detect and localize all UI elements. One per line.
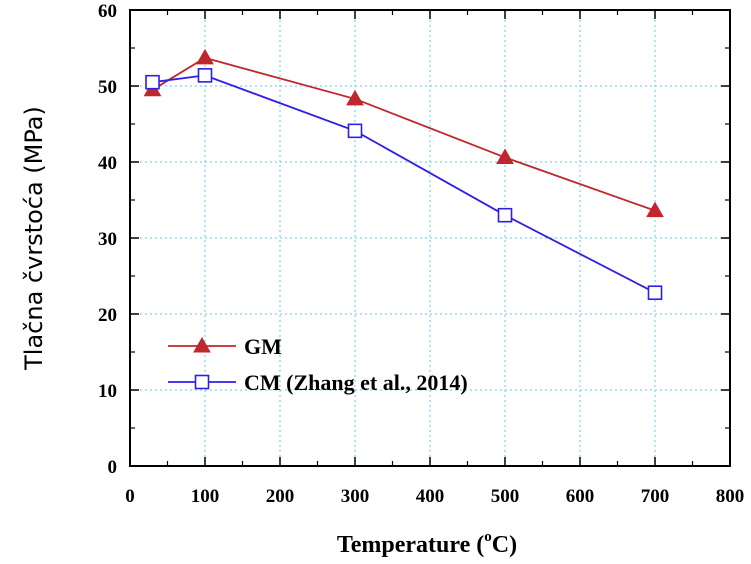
axis-ticks: 0 100 200 300 400 500 600 700 800 0 10 20 30 40 50 60 [98, 1, 744, 507]
x-tick-label: 300 [341, 486, 370, 507]
data-point-triangle [196, 48, 214, 65]
x-axis-title: Temperature (oC) [337, 529, 517, 558]
legend-label: GM [244, 334, 282, 359]
x-tick-label: 500 [491, 486, 520, 507]
legend-marker-square [194, 374, 210, 390]
y-tick-label: 50 [98, 77, 117, 98]
x-tick-label: 600 [566, 486, 595, 507]
legend-item: GM [168, 334, 282, 359]
x-tick-label: 700 [641, 486, 670, 507]
y-tick-label: 20 [98, 305, 117, 326]
series-1 [143, 48, 664, 218]
data-point-triangle [496, 148, 514, 164]
grid-lines [130, 10, 730, 466]
legend-marker-triangle [193, 336, 211, 353]
data-point-square [347, 123, 363, 139]
series-group [143, 48, 664, 301]
x-axis-title-degree: o [484, 529, 492, 545]
y-tick-label: 0 [108, 457, 118, 478]
data-point-triangle [646, 201, 664, 218]
x-tick-label: 100 [191, 486, 220, 507]
y-tick-label: 30 [98, 229, 117, 250]
y-tick-label: 10 [98, 381, 117, 402]
x-axis-title-text: Temperature ( [337, 532, 484, 558]
x-tick-label: 400 [416, 486, 445, 507]
data-point-square [197, 68, 213, 83]
y-tick-label: 60 [98, 1, 117, 22]
data-point-square [497, 207, 513, 223]
legend: GM CM (Zhang et al., 2014) [168, 334, 468, 395]
y-tick-label: 40 [98, 153, 117, 174]
legend-item: CM (Zhang et al., 2014) [168, 370, 468, 395]
data-point-square [145, 74, 160, 90]
x-tick-label: 800 [716, 486, 745, 507]
x-tick-label: 0 [125, 486, 135, 507]
data-point-triangle [346, 89, 364, 106]
series-2 [145, 68, 663, 301]
x-axis-title-unit: C) [492, 532, 517, 558]
x-tick-label: 200 [266, 486, 295, 507]
y-axis-title: Tlačna čvrstoća (MPa) [20, 106, 48, 371]
legend-label: CM (Zhang et al., 2014) [244, 370, 468, 395]
data-point-square [647, 285, 663, 301]
